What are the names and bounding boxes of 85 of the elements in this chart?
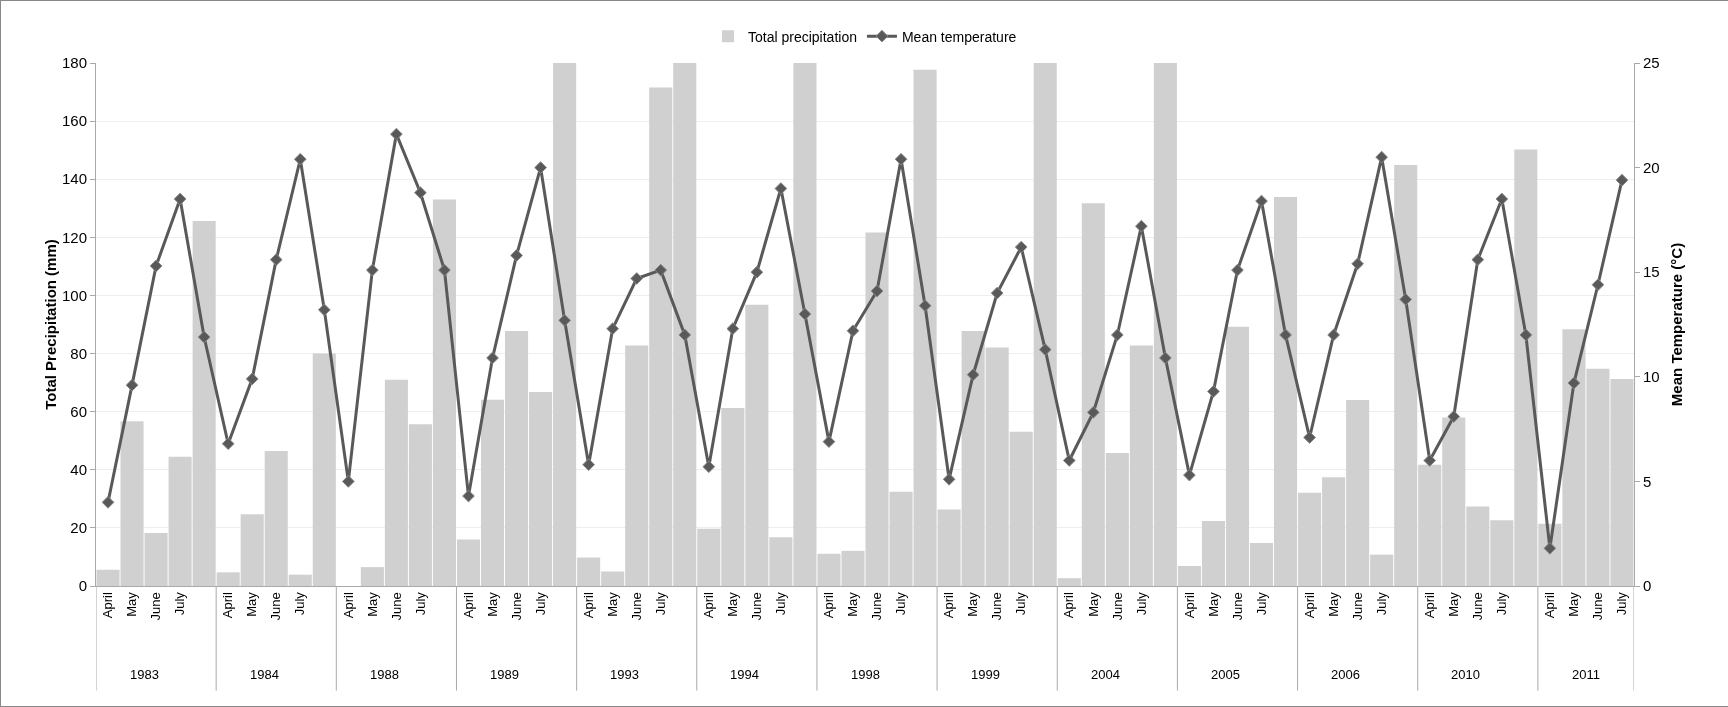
text: 2004 bbox=[1091, 667, 1120, 682]
x-tick-label: May bbox=[244, 591, 260, 617]
x-tick-label: June bbox=[1349, 592, 1365, 621]
x-tick-label: April bbox=[220, 592, 236, 619]
y-tick-label: 180 bbox=[61, 54, 87, 72]
x-tick-label: April bbox=[1301, 592, 1317, 619]
x-tick-label: July bbox=[652, 591, 668, 616]
x-tick-label: May bbox=[845, 591, 861, 617]
y-tick-label: 60 bbox=[70, 402, 87, 420]
x-tick-label: April bbox=[821, 592, 837, 619]
x-tick-label: July bbox=[1013, 591, 1029, 616]
x-tick-label: June bbox=[1229, 592, 1245, 621]
y2-tick-label: 0 bbox=[1643, 577, 1652, 595]
y2-tick-label: 10 bbox=[1643, 368, 1660, 386]
legend-label: Mean temperature bbox=[901, 28, 1017, 45]
x-tick-label: June bbox=[148, 592, 164, 621]
x-tick-label: April bbox=[340, 592, 356, 619]
x-tick-label: May bbox=[1566, 591, 1582, 617]
x-tick-label: May bbox=[1085, 591, 1101, 617]
x-tick-label: April bbox=[701, 592, 717, 619]
x-tick-label: July bbox=[1133, 591, 1149, 616]
x-tick-label: June bbox=[749, 592, 765, 621]
x-tick-label: June bbox=[869, 592, 885, 621]
text: 2005 bbox=[1211, 667, 1240, 682]
x-tick-label: April bbox=[100, 592, 116, 619]
x-tick-label: July bbox=[1373, 591, 1389, 616]
x-tick-label: May bbox=[604, 591, 620, 617]
text: 1999 bbox=[971, 667, 1000, 682]
y-tick-label: 100 bbox=[61, 286, 87, 304]
x-tick-label: May bbox=[364, 591, 380, 617]
x-tick-label: May bbox=[1325, 591, 1341, 617]
text: 1994 bbox=[730, 667, 759, 682]
text: 1993 bbox=[610, 667, 639, 682]
x-tick-label: July bbox=[1614, 591, 1630, 616]
x-tick-label: July bbox=[893, 591, 909, 616]
x-tick-label: May bbox=[124, 591, 140, 617]
text: 1983 bbox=[130, 667, 159, 682]
x-tick-label: April bbox=[1181, 592, 1197, 619]
y-tick-label: 120 bbox=[61, 228, 87, 246]
text: 2011 bbox=[1572, 667, 1600, 682]
x-tick-label: April bbox=[1542, 592, 1558, 619]
y2-tick-label: 25 bbox=[1643, 54, 1660, 72]
y-tick-label: 20 bbox=[70, 519, 87, 537]
text: 2006 bbox=[1331, 667, 1360, 682]
text: 1988 bbox=[370, 667, 399, 682]
y-tick-label: 0 bbox=[78, 577, 87, 595]
text: 1989 bbox=[490, 667, 519, 682]
x-tick-label: April bbox=[460, 592, 476, 619]
x-tick-label: June bbox=[1470, 592, 1486, 621]
x-tick-label: July bbox=[412, 591, 428, 616]
x-tick-label: May bbox=[484, 591, 500, 617]
text: 1998 bbox=[851, 667, 880, 682]
y2-tick-label: 15 bbox=[1643, 263, 1660, 281]
y2-tick-label: 5 bbox=[1643, 472, 1652, 490]
x-tick-label: July bbox=[773, 591, 789, 616]
x-tick-label: April bbox=[1061, 592, 1077, 619]
x-tick-label: April bbox=[580, 592, 596, 619]
x-tick-label: June bbox=[1109, 592, 1125, 621]
x-tick-label: July bbox=[172, 591, 188, 616]
y-axis-title: Total Precipitation (mm) bbox=[42, 239, 59, 410]
x-tick-label: July bbox=[292, 591, 308, 616]
y-tick-label: 80 bbox=[70, 344, 87, 362]
x-tick-label: June bbox=[508, 592, 524, 621]
x-tick-label: May bbox=[725, 591, 741, 617]
x-tick-label: May bbox=[1205, 591, 1221, 617]
x-tick-label: April bbox=[1421, 592, 1437, 619]
y2-axis-title: Mean Temperature (°C) bbox=[1667, 242, 1685, 407]
x-tick-label: May bbox=[965, 591, 981, 617]
text: 1984 bbox=[250, 667, 279, 682]
y-tick-label: 140 bbox=[61, 170, 87, 188]
x-tick-label: July bbox=[1494, 591, 1510, 616]
y-tick-label: 40 bbox=[70, 461, 87, 479]
y-tick-label: 160 bbox=[61, 112, 87, 130]
x-tick-label: June bbox=[388, 592, 404, 621]
x-tick-label: June bbox=[628, 592, 644, 621]
x-tick-label: June bbox=[1590, 592, 1606, 621]
x-tick-label: June bbox=[268, 592, 284, 621]
x-tick-label: July bbox=[1253, 591, 1269, 616]
x-tick-label: May bbox=[1445, 591, 1461, 617]
legend-label: Total precipitation bbox=[748, 28, 857, 45]
x-tick-label: July bbox=[532, 591, 548, 616]
text: 2010 bbox=[1451, 667, 1480, 682]
x-tick-label: June bbox=[989, 592, 1005, 621]
y2-tick-label: 20 bbox=[1643, 158, 1660, 176]
x-tick-label: April bbox=[941, 592, 957, 619]
